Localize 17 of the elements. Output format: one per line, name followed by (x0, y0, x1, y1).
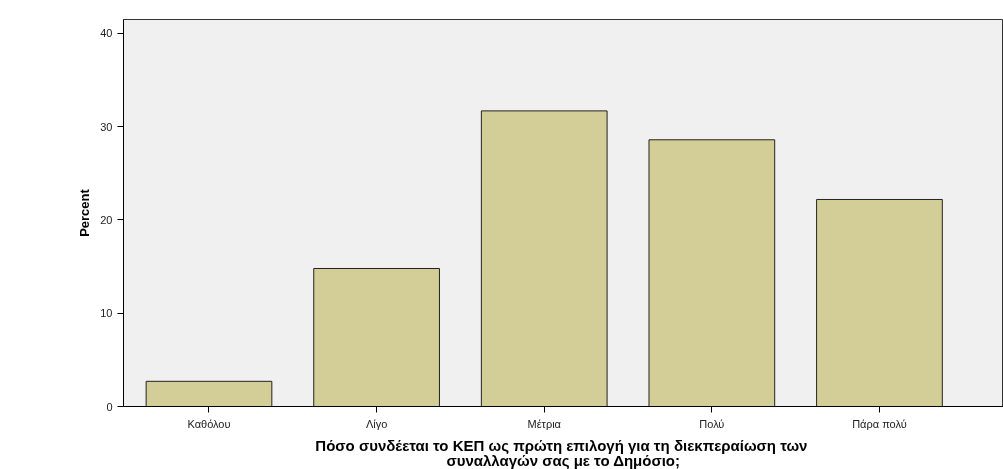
y-tick-label: 10 (100, 307, 113, 320)
bar (480, 110, 608, 407)
x-tick-label: Λίγο (365, 417, 388, 430)
bar (313, 267, 440, 407)
bar (648, 139, 776, 407)
bar (145, 380, 273, 407)
x-tick-label: Καθόλου (187, 417, 231, 430)
y-tick-label: 0 (106, 400, 113, 413)
x-tick-label: Πολύ (699, 417, 725, 430)
x-tick-label: Πάρα πολύ (852, 417, 907, 430)
x-axis-title: Πόσο συνδέεται το ΚΕΠ ως πρώτη επιλογή για τη διεκπεραίωση των συναλλαγών σας με το Δημόσιο; (315, 436, 808, 469)
y-tick-label: 40 (100, 27, 113, 40)
y-axis-title: Percent (77, 188, 93, 237)
x-tick-label: Μέτρια (527, 417, 562, 430)
y-tick-label: 20 (100, 213, 113, 226)
bar (816, 198, 943, 407)
y-tick-label: 30 (100, 120, 113, 133)
